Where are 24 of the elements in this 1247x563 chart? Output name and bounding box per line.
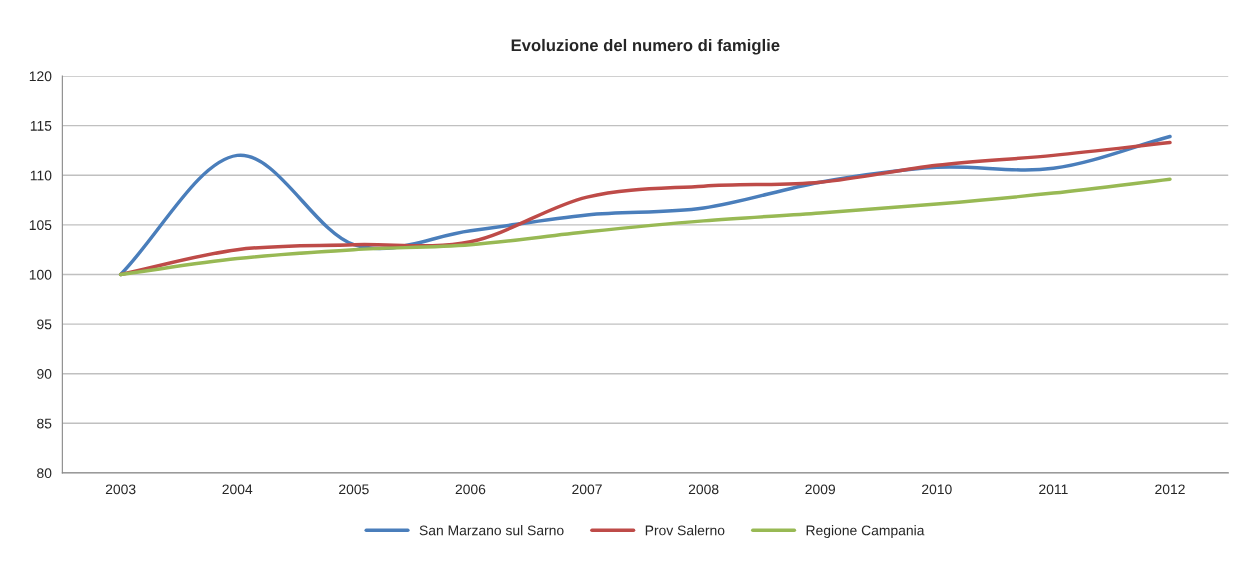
line-series xyxy=(118,177,1172,277)
y-tick-label: 85 xyxy=(37,418,52,429)
legend-label: Regione Campania xyxy=(806,525,925,539)
legend-label: San Marzano sul Sarno xyxy=(419,525,564,536)
x-tick-label: 2003 xyxy=(105,484,136,495)
x-tick-label: 2011 xyxy=(1039,484,1068,495)
x-tick-label: 2005 xyxy=(339,484,369,495)
y-tick-label: 120 xyxy=(29,71,52,82)
chart-title: Evoluzione del numero di famiglie xyxy=(511,38,780,55)
y-tick-label: 90 xyxy=(37,369,52,379)
x-tick-label: 2008 xyxy=(688,484,719,495)
x-tick-label: 2004 xyxy=(222,484,253,495)
x-tick-label: 2009 xyxy=(805,484,836,495)
x-tick-label: 2010 xyxy=(922,484,952,495)
y-tick-label: 110 xyxy=(30,170,52,181)
y-tick-label: 95 xyxy=(37,319,52,330)
legend-label: Prov Salerno xyxy=(645,525,725,536)
y-tick-label: 80 xyxy=(37,468,52,479)
x-tick-label: 2012 xyxy=(1155,484,1185,495)
y-tick-label: 100 xyxy=(29,269,52,280)
x-tick-label: 2007 xyxy=(572,484,602,495)
y-tick-label: 115 xyxy=(30,121,52,131)
y-tick-label: 105 xyxy=(29,220,52,231)
x-tick-label: 2006 xyxy=(455,484,486,495)
